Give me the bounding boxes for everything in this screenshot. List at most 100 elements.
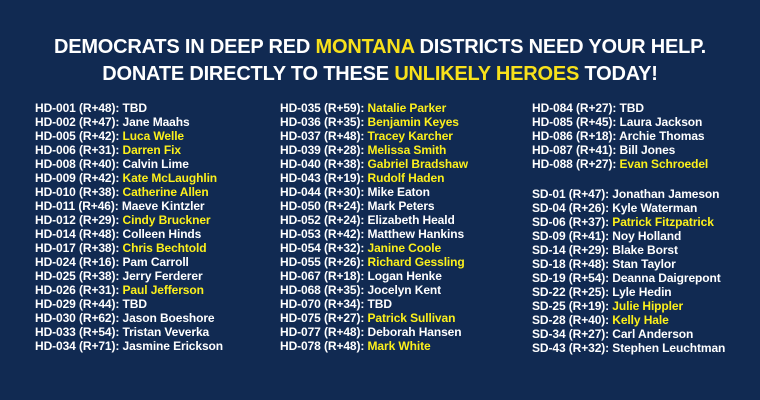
district-label: HD-053 (R+42): <box>280 227 368 241</box>
candidate-name: Luca Welle <box>122 129 185 143</box>
candidate-entry: HD-075 (R+27): Patrick Sullivan <box>280 311 525 325</box>
candidate-entry: SD-22 (R+25): Lyle Hedin <box>532 285 757 299</box>
column-house-districts-2: HD-035 (R+59): Natalie Parker HD-036 (R+3… <box>280 101 525 353</box>
candidate-name: Carl Anderson <box>612 327 694 341</box>
candidate-entry: HD-070 (R+34): TBD <box>280 297 525 311</box>
candidate-name: Matthew Hankins <box>367 227 465 241</box>
district-label: HD-001 (R+48): <box>35 101 123 115</box>
candidate-entry: SD-01 (R+47): Jonathan Jameson <box>532 187 757 201</box>
candidate-entry: HD-026 (R+31): Paul Jefferson <box>35 283 275 297</box>
district-label: HD-034 (R+71): <box>35 339 123 353</box>
candidate-entry: HD-006 (R+31): Darren Fix <box>35 143 275 157</box>
candidate-name: Jerry Ferderer <box>122 269 203 283</box>
candidate-name: Patrick Sullivan <box>367 311 456 325</box>
candidate-entry: SD-25 (R+19): Julie Hippler <box>532 299 757 313</box>
candidate-name: Mike Eaton <box>367 185 430 199</box>
candidate-entry: HD-054 (R+32): Janine Coole <box>280 241 525 255</box>
district-label: HD-054 (R+32): <box>280 241 368 255</box>
district-label: HD-037 (R+48): <box>280 129 368 143</box>
headline-highlight-montana: MONTANA <box>315 36 415 58</box>
district-label: SD-04 (R+26): <box>532 201 613 215</box>
district-label: SD-18 (R+48): <box>532 257 613 271</box>
district-label: HD-035 (R+59): <box>280 101 368 115</box>
candidate-entry: SD-09 (R+41): Noy Holland <box>532 229 757 243</box>
district-label: SD-43 (R+32): <box>532 341 613 355</box>
district-label: HD-014 (R+48): <box>35 227 123 241</box>
candidate-entry: HD-034 (R+71): Jasmine Erickson <box>35 339 275 353</box>
candidate-entry: SD-28 (R+40): Kelly Hale <box>532 313 757 327</box>
candidate-name: Kate McLaughlin <box>122 171 218 185</box>
candidate-name: Chris Bechtold <box>122 241 207 255</box>
district-label: HD-085 (R+45): <box>532 115 620 129</box>
candidate-entry: HD-017 (R+38): Chris Bechtold <box>35 241 275 255</box>
candidate-entry: HD-012 (R+29): Cindy Bruckner <box>35 213 275 227</box>
candidate-name: Janine Coole <box>367 241 442 255</box>
district-label: HD-009 (R+42): <box>35 171 123 185</box>
candidate-name: Elizabeth Heald <box>367 213 455 227</box>
candidate-name: Tracey Karcher <box>367 129 453 143</box>
district-group: HD-001 (R+48): TBD HD-002 (R+47): Jane Ma… <box>35 101 275 353</box>
candidate-name: Jane Maahs <box>122 115 190 129</box>
candidate-entry: SD-14 (R+29): Blake Borst <box>532 243 757 257</box>
district-label: SD-06 (R+37): <box>532 215 613 229</box>
district-label: HD-055 (R+26): <box>280 255 368 269</box>
candidate-entry: HD-024 (R+16): Pam Carroll <box>35 255 275 269</box>
candidate-entry: SD-19 (R+54): Deanna Daigrepont <box>532 271 757 285</box>
candidate-name: Evan Schroedel <box>619 157 709 171</box>
candidate-entry: HD-033 (R+54): Tristan Veverka <box>35 325 275 339</box>
candidate-name: Richard Gessling <box>367 255 465 269</box>
candidate-name: Laura Jackson <box>619 115 703 129</box>
candidate-entry: HD-084 (R+27): TBD <box>532 101 757 115</box>
candidate-name: Rudolf Haden <box>367 171 445 185</box>
candidate-entry: HD-035 (R+59): Natalie Parker <box>280 101 525 115</box>
district-label: HD-026 (R+31): <box>35 283 123 297</box>
district-label: HD-005 (R+42): <box>35 129 123 143</box>
candidate-name: Deborah Hansen <box>367 325 462 339</box>
district-label: HD-068 (R+35): <box>280 283 368 297</box>
candidate-entry: HD-067 (R+18): Logan Henke <box>280 269 525 283</box>
district-label: HD-011 (R+46): <box>35 199 122 213</box>
candidate-name: Jasmine Erickson <box>122 339 224 353</box>
candidate-entry: HD-088 (R+27): Evan Schroedel <box>532 157 757 171</box>
candidate-name: Lyle Hedin <box>612 285 672 299</box>
candidate-lists: HD-001 (R+48): TBD HD-002 (R+47): Jane Ma… <box>0 101 760 400</box>
candidate-entry: HD-008 (R+40): Calvin Lime <box>35 157 275 171</box>
candidate-entry: SD-18 (R+48): Stan Taylor <box>532 257 757 271</box>
district-label: HD-050 (R+24): <box>280 199 368 213</box>
headline: DEMOCRATS IN DEEP RED MONTANA DISTRICTS … <box>0 34 760 88</box>
headline-line-2: DONATE DIRECTLY TO THESE UNLIKELY HEROES… <box>0 61 760 88</box>
candidate-name: Kelly Hale <box>612 313 669 327</box>
candidate-name: Kyle Waterman <box>612 201 698 215</box>
district-label: SD-22 (R+25): <box>532 285 613 299</box>
district-group: HD-035 (R+59): Natalie Parker HD-036 (R+3… <box>280 101 525 353</box>
candidate-name: Pam Carroll <box>122 255 189 269</box>
headline-text: DEMOCRATS IN DEEP RED <box>53 36 316 58</box>
district-label: HD-030 (R+62): <box>35 311 123 325</box>
district-label: HD-086 (R+18): <box>532 129 620 143</box>
headline-text: DISTRICTS NEED YOUR HELP. <box>414 36 707 58</box>
candidate-name: Gabriel Bradshaw <box>367 157 469 171</box>
district-label: HD-036 (R+35): <box>280 115 368 129</box>
district-label: SD-19 (R+54): <box>532 271 613 285</box>
candidate-name: Patrick Fitzpatrick <box>612 215 714 229</box>
column-house-and-senate-districts: HD-084 (R+27): TBD HD-085 (R+45): Laura J… <box>532 101 757 355</box>
district-group: SD-01 (R+47): Jonathan Jameson SD-04 (R+2… <box>532 187 757 355</box>
candidate-name: Benjamin Keyes <box>367 115 459 129</box>
district-label: SD-25 (R+19): <box>532 299 613 313</box>
candidate-entry: HD-005 (R+42): Luca Welle <box>35 129 275 143</box>
candidate-entry: HD-010 (R+38): Catherine Allen <box>35 185 275 199</box>
candidate-name: TBD <box>619 101 644 115</box>
candidate-entry: HD-036 (R+35): Benjamin Keyes <box>280 115 525 129</box>
candidate-name: Maeve Kintzler <box>121 199 205 213</box>
candidate-entry: HD-085 (R+45): Laura Jackson <box>532 115 757 129</box>
candidate-entry: HD-014 (R+48): Colleen Hinds <box>35 227 275 241</box>
district-label: HD-033 (R+54): <box>35 325 123 339</box>
candidate-name: Stephen Leuchtman <box>612 341 726 355</box>
candidate-entry: HD-078 (R+48): Mark White <box>280 339 525 353</box>
headline-line-1: DEMOCRATS IN DEEP RED MONTANA DISTRICTS … <box>0 34 760 61</box>
candidate-entry: HD-044 (R+30): Mike Eaton <box>280 185 525 199</box>
district-label: HD-039 (R+28): <box>280 143 368 157</box>
candidate-entry: HD-011 (R+46): Maeve Kintzler <box>35 199 275 213</box>
candidate-entry: HD-086 (R+18): Archie Thomas <box>532 129 757 143</box>
candidate-name: Melissa Smith <box>367 143 447 157</box>
